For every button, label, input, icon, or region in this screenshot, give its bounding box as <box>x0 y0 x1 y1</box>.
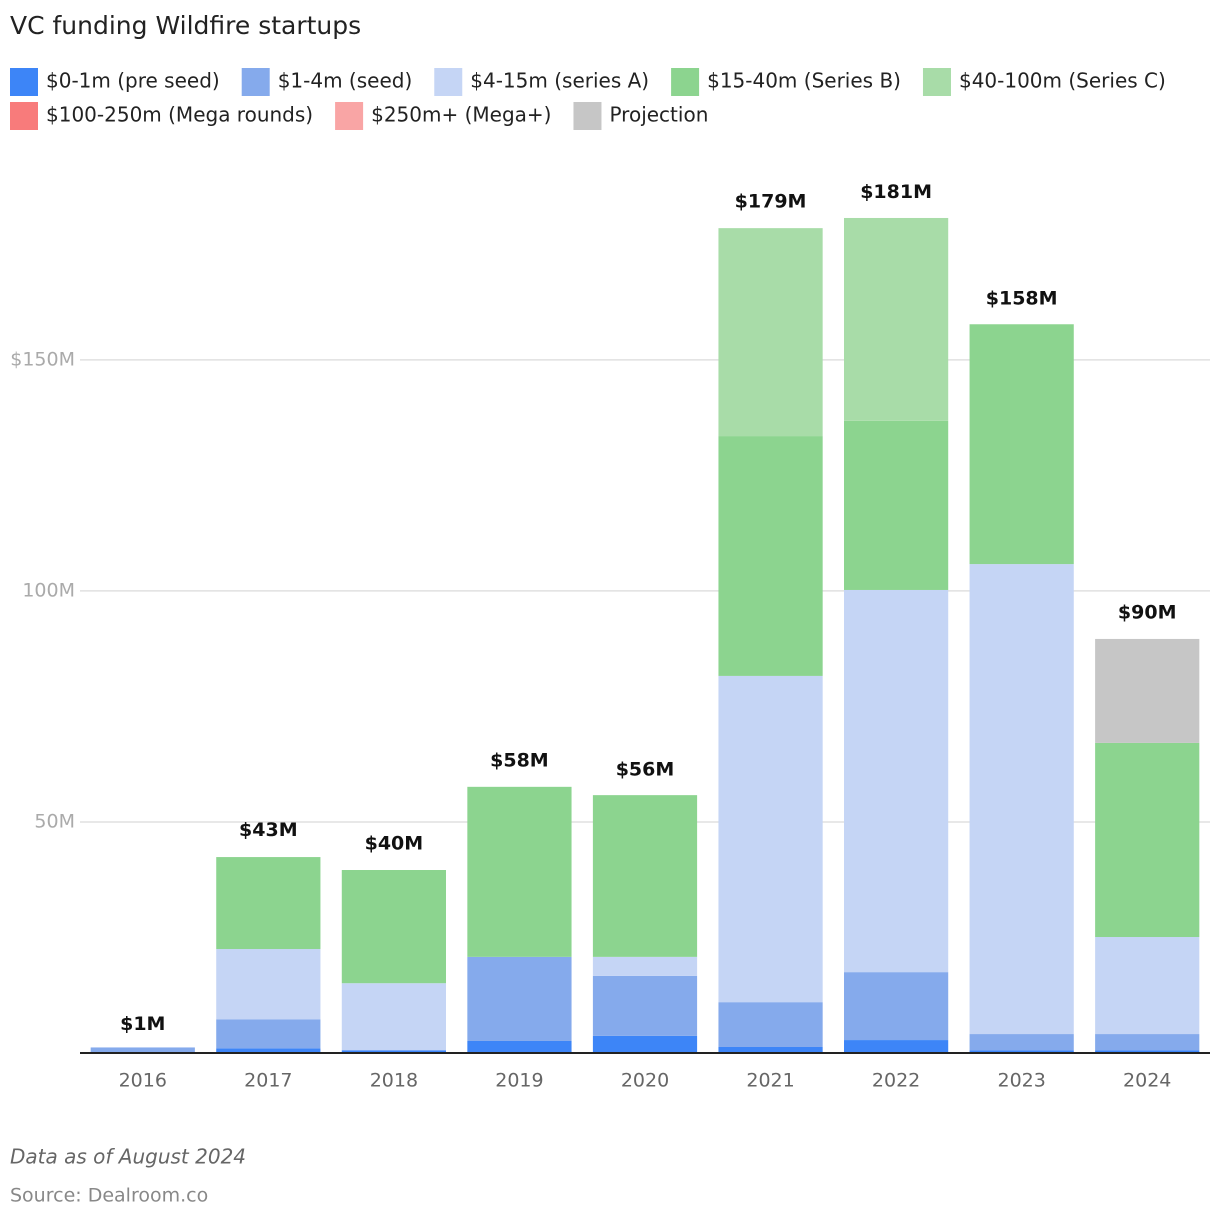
total-label: $56M <box>616 759 675 781</box>
total-label: $43M <box>239 819 298 841</box>
x-tick-label: 2023 <box>997 1070 1045 1092</box>
legend-label: $40-100m (Series C) <box>959 69 1166 93</box>
x-tick-label: 2016 <box>119 1070 167 1092</box>
bar-segment <box>216 1048 321 1053</box>
legend-swatch <box>241 68 270 96</box>
total-label: $40M <box>365 833 424 855</box>
bar-segment <box>467 786 572 957</box>
bar-segment <box>718 675 823 1003</box>
bar-segment <box>341 870 446 984</box>
legend-label: $1-4m (seed) <box>278 69 413 93</box>
bar-segment <box>718 1046 823 1053</box>
legend-label: $4-15m (series A) <box>470 69 649 93</box>
legend-swatch <box>922 68 951 96</box>
x-tick-label: 2022 <box>872 1070 920 1092</box>
legend-swatch <box>573 102 602 130</box>
x-tick-label: 2024 <box>1123 1070 1171 1092</box>
legend-label: $15-40m (Series B) <box>707 69 901 93</box>
legend-label: $250m+ (Mega+) <box>371 103 551 127</box>
legend-swatch <box>434 68 463 96</box>
bar-segment <box>341 1050 446 1053</box>
x-tick-label: 2021 <box>746 1070 794 1092</box>
bar-segment <box>216 857 321 950</box>
chart-title: VC funding Wildfire startups <box>10 11 361 40</box>
x-tick-label: 2018 <box>370 1070 418 1092</box>
bar-segment <box>467 956 572 1041</box>
total-label: $181M <box>860 181 932 203</box>
bar-segment <box>718 1002 823 1047</box>
y-tick-label: $150M <box>10 348 75 370</box>
x-tick-label: 2019 <box>495 1070 543 1092</box>
bar-segment <box>969 564 1074 1035</box>
legend-label: Projection <box>609 103 708 127</box>
note: Data as of August 2024 <box>10 1145 246 1169</box>
bar-segment <box>844 420 949 590</box>
bar-segment <box>1095 1050 1200 1053</box>
bar-segment <box>592 1035 698 1053</box>
bar-segment <box>1095 742 1200 938</box>
bar-segment <box>844 972 949 1041</box>
bar-segment <box>718 228 823 437</box>
total-label: $158M <box>986 287 1058 309</box>
source: Source: Dealroom.co <box>10 1185 208 1207</box>
bar-segment <box>844 217 949 421</box>
bar-segment <box>592 975 698 1036</box>
y-tick-label: 100M <box>22 579 75 601</box>
bar-segment <box>341 983 446 1051</box>
legend-swatch <box>10 102 38 130</box>
bar-segment <box>467 1040 572 1053</box>
bar-segment <box>969 1050 1074 1053</box>
legend-swatch <box>335 102 364 130</box>
bar-segment <box>592 795 698 957</box>
legend-swatch <box>10 68 38 96</box>
bar-segment <box>844 589 949 973</box>
legend-label: $0-1m (pre seed) <box>46 69 220 93</box>
total-label: $58M <box>490 749 549 771</box>
bar-segment <box>1095 937 1200 1035</box>
y-tick-label: 50M <box>34 810 75 832</box>
bar-segment <box>90 1047 195 1053</box>
total-label: $1M <box>120 1013 165 1035</box>
bar-segment <box>718 436 823 676</box>
legend-swatch <box>671 68 700 96</box>
legend-label: $100-250m (Mega rounds) <box>46 103 313 127</box>
bar-segment <box>1095 1034 1200 1051</box>
bar-segment <box>216 949 321 1020</box>
bar-segment <box>969 324 1074 565</box>
total-label: $90M <box>1118 602 1177 624</box>
total-label: $179M <box>735 190 807 212</box>
bar-segment <box>844 1040 949 1053</box>
bar-segment <box>216 1019 321 1049</box>
bar-segment <box>592 956 698 976</box>
bar-segment <box>1095 638 1200 743</box>
x-tick-label: 2020 <box>621 1070 669 1092</box>
bar-segment <box>969 1034 1074 1051</box>
x-tick-label: 2017 <box>244 1070 292 1092</box>
